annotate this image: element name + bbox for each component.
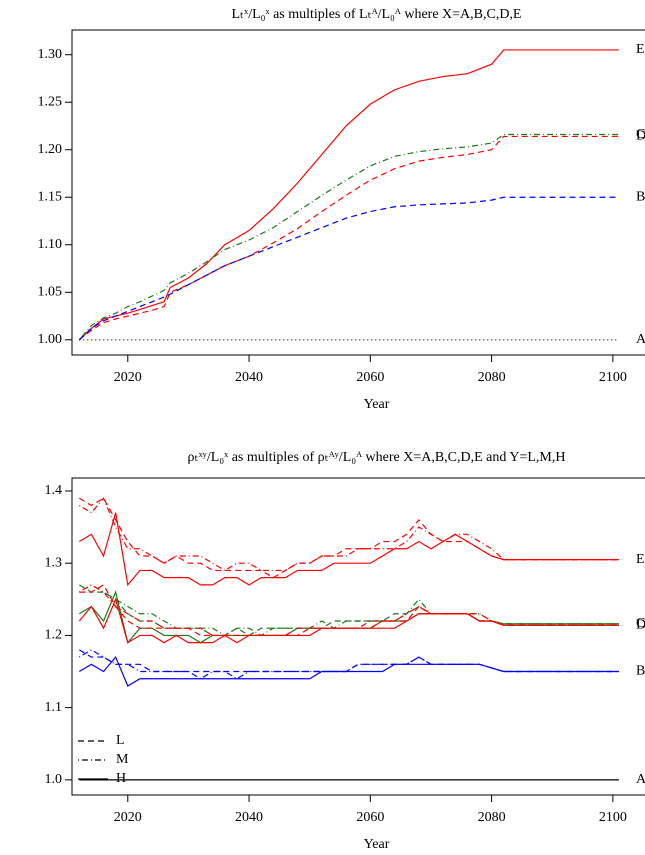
series-label: A xyxy=(636,332,645,347)
legend-label: L xyxy=(116,733,125,748)
x-tick-label: 2100 xyxy=(599,810,627,825)
x-tick-label: 2020 xyxy=(114,810,142,825)
series-line xyxy=(78,196,619,341)
series-line xyxy=(78,590,619,644)
series-label: B xyxy=(636,189,645,204)
y-tick-label: 1.30 xyxy=(38,47,63,62)
series-line xyxy=(78,49,619,341)
y-tick-label: 1.00 xyxy=(38,332,63,347)
panel: ρₜˣʸ/L₀ˣ as multiples of ρₜᴬʸ/L₀ᴬ where … xyxy=(45,450,645,852)
x-tick-label: 2080 xyxy=(478,370,506,385)
x-tick-label: 2100 xyxy=(599,370,627,385)
y-tick-label: 1.4 xyxy=(45,483,63,498)
chart-title: Lₜˣ/L₀ˣ as multiples of Lₜᴬ/L₀ᴬ where X=… xyxy=(231,7,521,22)
series-label: D xyxy=(636,618,645,633)
series-line xyxy=(78,135,619,341)
series-label: E xyxy=(636,42,645,57)
series-line xyxy=(78,597,619,644)
legend-label: H xyxy=(116,771,126,786)
x-tick-label: 2040 xyxy=(235,810,263,825)
series-line xyxy=(78,497,619,579)
y-tick-label: 1.1 xyxy=(45,700,63,715)
y-tick-label: 1.20 xyxy=(38,142,63,157)
frame xyxy=(71,477,645,796)
series-line xyxy=(78,655,619,687)
series-line xyxy=(78,649,619,673)
series-label: B xyxy=(636,664,645,679)
x-tick-label: 2040 xyxy=(235,370,263,385)
x-axis-label: Year xyxy=(364,397,390,412)
series-label: D xyxy=(636,129,645,144)
chart-title: ρₜˣʸ/L₀ˣ as multiples of ρₜᴬʸ/L₀ᴬ where … xyxy=(188,450,566,465)
y-tick-label: 1.2 xyxy=(45,628,63,643)
series-label: E xyxy=(636,552,645,567)
x-tick-label: 2060 xyxy=(356,810,384,825)
y-tick-label: 1.0 xyxy=(45,772,63,787)
y-tick-label: 1.3 xyxy=(45,555,63,570)
series-label: A xyxy=(636,772,645,787)
series-label: C xyxy=(636,616,645,631)
x-tick-label: 2020 xyxy=(114,370,142,385)
y-tick-label: 1.05 xyxy=(38,284,63,299)
legend-label: M xyxy=(116,752,129,767)
series-line xyxy=(78,512,619,587)
x-tick-label: 2080 xyxy=(478,810,506,825)
series-line xyxy=(78,649,619,680)
x-tick-label: 2060 xyxy=(356,370,384,385)
series-label: C xyxy=(636,127,645,142)
series-line xyxy=(78,584,619,637)
y-tick-label: 1.10 xyxy=(38,237,63,252)
panel: Lₜˣ/L₀ˣ as multiples of Lₜᴬ/L₀ᴬ where X=… xyxy=(38,7,645,412)
y-tick-label: 1.15 xyxy=(38,189,63,204)
x-axis-label: Year xyxy=(364,837,390,852)
frame xyxy=(71,29,645,356)
y-tick-label: 1.25 xyxy=(38,94,63,109)
series-line xyxy=(78,133,619,341)
